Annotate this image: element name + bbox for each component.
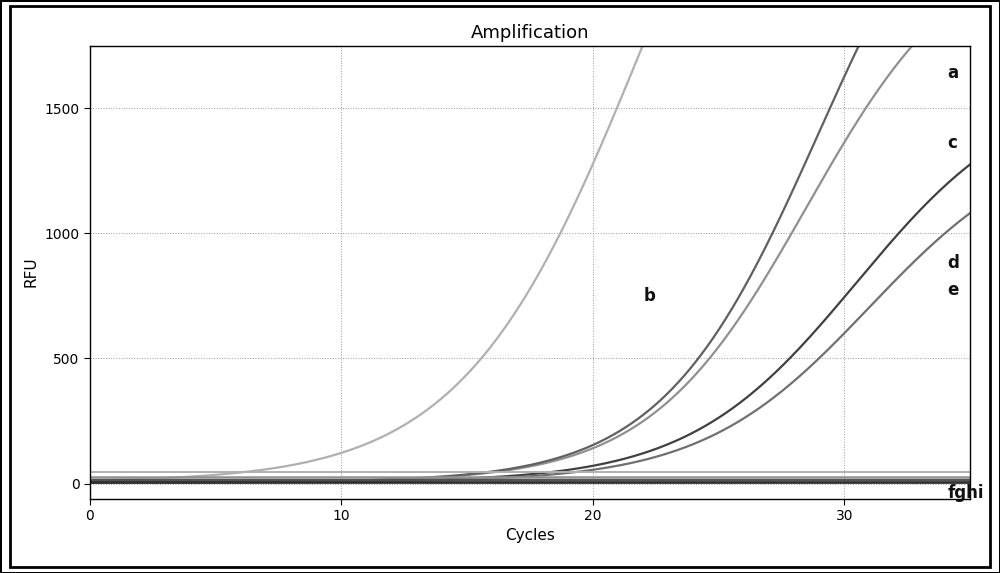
X-axis label: Cycles: Cycles: [505, 528, 555, 543]
Text: a: a: [947, 64, 958, 83]
Text: d: d: [947, 254, 959, 272]
Text: c: c: [947, 135, 957, 152]
Text: e: e: [947, 281, 959, 299]
Y-axis label: RFU: RFU: [24, 257, 39, 288]
Text: fghi: fghi: [947, 484, 984, 502]
Text: b: b: [643, 287, 655, 305]
Title: Amplification: Amplification: [471, 23, 589, 41]
